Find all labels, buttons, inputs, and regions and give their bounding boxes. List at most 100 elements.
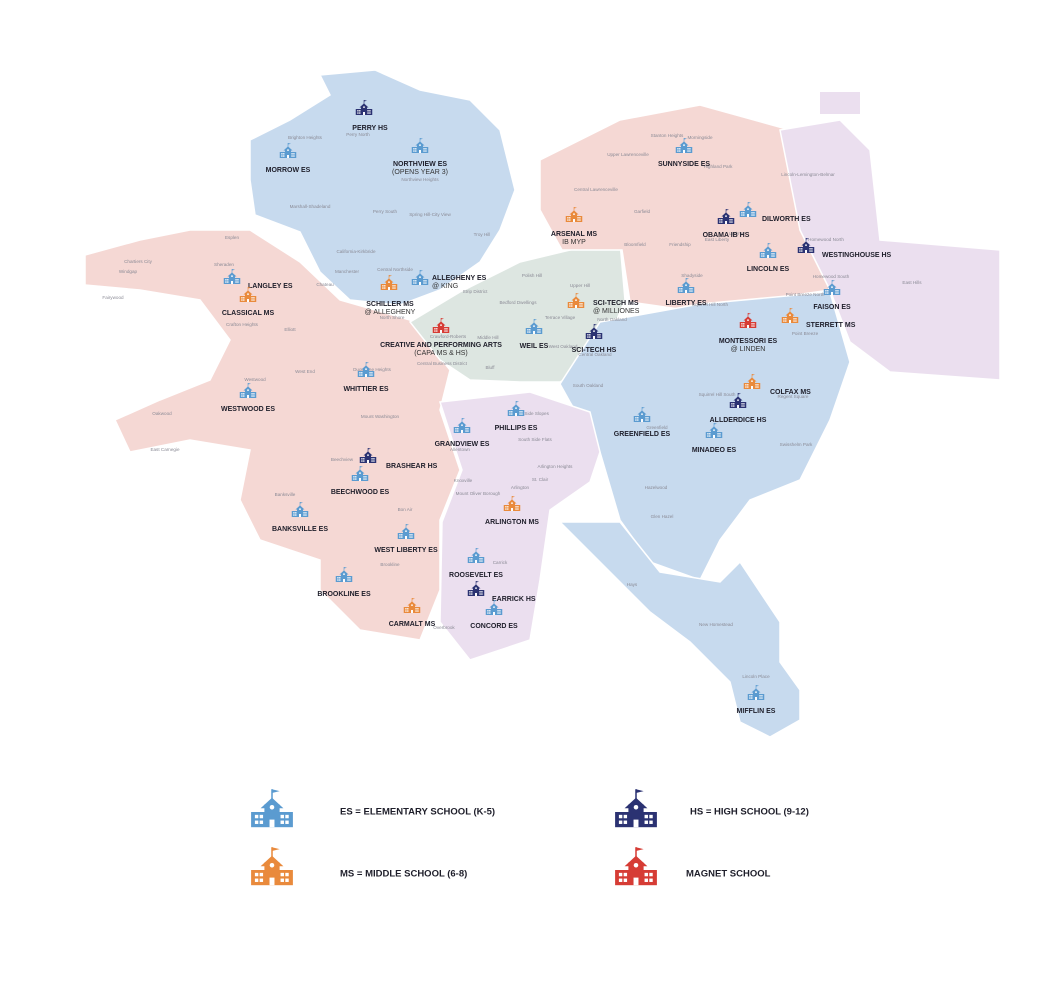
window <box>509 411 511 413</box>
window <box>773 255 775 257</box>
window <box>367 112 369 114</box>
neighborhood-label: Windgap <box>119 269 138 274</box>
door <box>683 150 685 153</box>
neighborhood-label: Central Oakland <box>578 352 612 357</box>
legend-label: MS = MIDDLE SCHOOL (6-8) <box>340 869 467 880</box>
door <box>367 460 369 463</box>
neighborhood-label: Lincoln-Lemington-Belmar <box>781 172 835 177</box>
window <box>347 579 349 581</box>
neighborhood-label: Arlington <box>511 485 530 490</box>
door <box>633 819 639 828</box>
window <box>587 336 589 338</box>
window <box>243 395 245 397</box>
school-icon <box>467 548 485 563</box>
window <box>741 212 743 214</box>
flag <box>412 598 415 600</box>
flag <box>300 502 303 504</box>
window <box>254 814 259 819</box>
window <box>579 219 581 221</box>
window <box>259 814 264 819</box>
window <box>747 208 749 211</box>
school-name: SUNNYSIDE ES <box>658 161 710 168</box>
window <box>251 395 253 397</box>
neighborhood-label: Bedford Dwellings <box>499 300 537 305</box>
school-name: LANGLEY ES <box>248 283 293 290</box>
window <box>749 697 751 699</box>
window <box>243 393 245 395</box>
flag <box>574 207 577 209</box>
window <box>423 148 425 150</box>
window <box>645 419 647 421</box>
region-north <box>249 69 516 306</box>
legend-label: ES = ELEMENTARY SCHOOL (K-5) <box>340 807 495 818</box>
window <box>713 429 715 432</box>
neighborhood-label: Marshall-Shadeland <box>290 204 331 209</box>
window <box>487 610 489 612</box>
window <box>479 591 481 593</box>
school-name: OBAMA IB HS <box>703 232 750 239</box>
window <box>649 814 653 819</box>
window <box>527 331 529 333</box>
window <box>637 417 639 419</box>
window <box>287 149 289 152</box>
window <box>225 279 227 281</box>
flag <box>248 383 251 385</box>
window <box>689 288 691 290</box>
window <box>382 287 384 289</box>
window <box>363 478 365 480</box>
window <box>747 384 749 386</box>
window <box>365 476 367 478</box>
door <box>511 508 513 511</box>
window <box>444 330 446 332</box>
window <box>759 697 761 699</box>
window <box>581 303 583 305</box>
door <box>751 386 753 389</box>
window <box>489 610 491 612</box>
flag <box>476 548 479 550</box>
neighborhood-label: Strip District <box>463 289 488 294</box>
school-note: @ LINDEN <box>731 346 766 353</box>
school-name: WEST LIBERTY ES <box>374 547 438 554</box>
window <box>343 573 345 576</box>
window <box>745 386 747 388</box>
window <box>253 395 255 397</box>
window <box>743 325 745 327</box>
neighborhood-label: Squirrel Hill South <box>699 392 736 397</box>
neighborhood-label: Perry North <box>346 132 370 137</box>
window <box>305 514 307 516</box>
door <box>405 536 407 539</box>
neighborhood-label: Perry South <box>373 209 398 214</box>
neighborhood-label: Manchester <box>335 269 359 274</box>
door <box>247 395 249 398</box>
window <box>394 285 396 287</box>
neighborhood-label: Stanton Heights <box>651 133 684 138</box>
door <box>573 219 575 222</box>
window <box>413 282 415 284</box>
neighborhood-label: Larimer <box>729 231 745 236</box>
window <box>425 148 427 150</box>
school-name: MINADEO ES <box>692 447 737 454</box>
school-icon <box>677 278 695 293</box>
window <box>411 604 413 607</box>
window <box>469 593 471 595</box>
school-icon <box>380 275 398 290</box>
window <box>243 299 245 301</box>
window <box>475 587 477 590</box>
window <box>731 221 733 223</box>
window <box>339 579 341 581</box>
window <box>685 284 687 287</box>
window <box>515 506 517 508</box>
window <box>623 814 628 819</box>
window <box>751 214 753 216</box>
window <box>382 285 384 287</box>
window <box>633 862 639 868</box>
window <box>235 279 237 281</box>
school-icon <box>797 238 815 253</box>
window <box>283 155 285 157</box>
window <box>801 250 803 252</box>
window <box>367 454 369 457</box>
window <box>741 405 743 407</box>
flag <box>360 466 363 468</box>
neighborhood-label: Squirrel Hill North <box>692 302 728 307</box>
neighborhood-label: Troy Hill <box>474 232 491 237</box>
